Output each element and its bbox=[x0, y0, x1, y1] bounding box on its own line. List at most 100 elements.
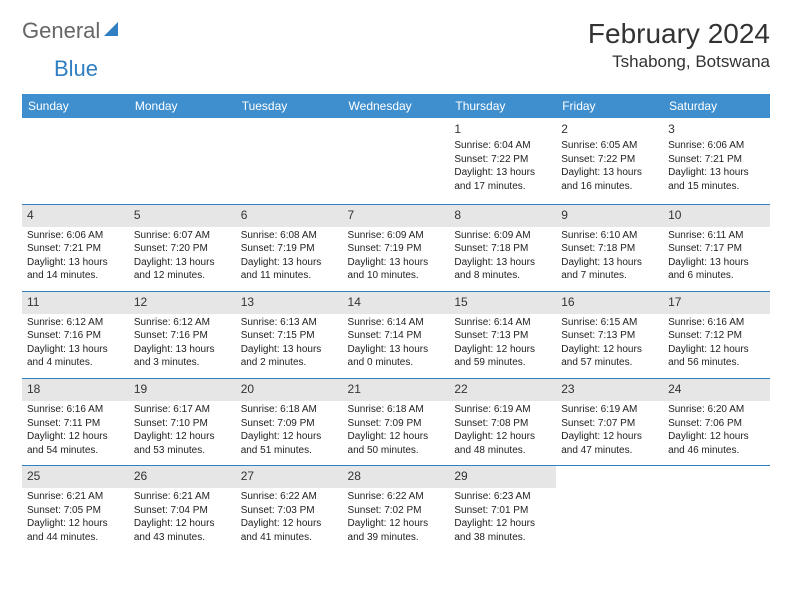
calendar-day-cell: 10 Sunrise: 6:11 AMSunset: 7:17 PMDayligh… bbox=[663, 204, 770, 291]
calendar-week-row: 11 Sunrise: 6:12 AMSunset: 7:16 PMDayligh… bbox=[22, 291, 770, 378]
calendar-day-cell: 2Sunrise: 6:05 AMSunset: 7:22 PMDaylight… bbox=[556, 118, 663, 204]
calendar-day-cell: 26Sunrise: 6:21 AMSunset: 7:04 PMDayligh… bbox=[129, 466, 236, 553]
day-info: Sunrise: 6:07 AMSunset: 7:20 PMDaylight:… bbox=[134, 229, 231, 283]
calendar-day-cell: 6 Sunrise: 6:08 AMSunset: 7:19 PMDaylight… bbox=[236, 204, 343, 291]
day-header: Monday bbox=[129, 94, 236, 118]
day-info: Sunrise: 6:09 AMSunset: 7:18 PMDaylight:… bbox=[454, 229, 551, 283]
day-info: Sunrise: 6:22 AMSunset: 7:02 PMDaylight:… bbox=[348, 490, 445, 544]
day-header: Wednesday bbox=[343, 94, 450, 118]
calendar-day-cell: 28 Sunrise: 6:22 AMSunset: 7:02 PMDayligh… bbox=[343, 466, 450, 553]
location: Tshabong, Botswana bbox=[588, 52, 770, 72]
calendar-week-row: 25 Sunrise: 6:21 AMSunset: 7:05 PMDayligh… bbox=[22, 466, 770, 553]
calendar-day-cell bbox=[663, 466, 770, 553]
day-info: Sunrise: 6:15 AMSunset: 7:13 PMDaylight:… bbox=[561, 316, 658, 370]
day-number: 26 bbox=[134, 468, 231, 484]
day-number: 29 bbox=[454, 468, 551, 484]
calendar-day-cell: 1 Sunrise: 6:04 AMSunset: 7:22 PMDaylight… bbox=[449, 118, 556, 204]
calendar-day-cell: 16 Sunrise: 6:15 AMSunset: 7:13 PMDayligh… bbox=[556, 291, 663, 378]
day-number: 23 bbox=[561, 381, 658, 397]
day-number: 27 bbox=[241, 468, 338, 484]
logo-text-2: Blue bbox=[54, 56, 98, 81]
day-header: Sunday bbox=[22, 94, 129, 118]
day-number: 3 bbox=[668, 121, 765, 137]
day-number: 16 bbox=[561, 294, 658, 310]
day-info: Sunrise: 6:14 AMSunset: 7:13 PMDaylight:… bbox=[454, 316, 551, 370]
day-number: 24 bbox=[668, 381, 765, 397]
day-info: Sunrise: 6:04 AMSunset: 7:22 PMDaylight:… bbox=[454, 139, 551, 193]
day-number: 11 bbox=[27, 294, 124, 310]
calendar-day-cell: 20Sunrise: 6:18 AMSunset: 7:09 PMDayligh… bbox=[236, 378, 343, 465]
calendar-day-cell: 17 Sunrise: 6:16 AMSunset: 7:12 PMDayligh… bbox=[663, 291, 770, 378]
calendar-day-cell: 11Sunrise: 6:12 AMSunset: 7:16 PMDayligh… bbox=[22, 291, 129, 378]
day-info: Sunrise: 6:18 AMSunset: 7:09 PMDaylight:… bbox=[348, 403, 445, 457]
day-info: Sunrise: 6:16 AMSunset: 7:12 PMDaylight:… bbox=[668, 316, 765, 370]
month-title: February 2024 bbox=[588, 18, 770, 50]
day-info: Sunrise: 6:06 AMSunset: 7:21 PMDaylight:… bbox=[27, 229, 124, 283]
day-info: Sunrise: 6:12 AMSunset: 7:16 PMDaylight:… bbox=[134, 316, 231, 370]
calendar-day-cell: 24 Sunrise: 6:20 AMSunset: 7:06 PMDayligh… bbox=[663, 378, 770, 465]
day-info: Sunrise: 6:16 AMSunset: 7:11 PMDaylight:… bbox=[27, 403, 124, 457]
calendar-day-cell: 21Sunrise: 6:18 AMSunset: 7:09 PMDayligh… bbox=[343, 378, 450, 465]
calendar-day-cell: 25 Sunrise: 6:21 AMSunset: 7:05 PMDayligh… bbox=[22, 466, 129, 553]
day-header-row: Sunday Monday Tuesday Wednesday Thursday… bbox=[22, 94, 770, 118]
day-info: Sunrise: 6:14 AMSunset: 7:14 PMDaylight:… bbox=[348, 316, 445, 370]
calendar-day-cell bbox=[129, 118, 236, 204]
day-number: 6 bbox=[241, 207, 338, 223]
calendar-day-cell bbox=[22, 118, 129, 204]
day-number: 1 bbox=[454, 121, 551, 137]
day-number: 28 bbox=[348, 468, 445, 484]
day-info: Sunrise: 6:17 AMSunset: 7:10 PMDaylight:… bbox=[134, 403, 231, 457]
day-number: 9 bbox=[561, 207, 658, 223]
day-info: Sunrise: 6:09 AMSunset: 7:19 PMDaylight:… bbox=[348, 229, 445, 283]
day-info: Sunrise: 6:19 AMSunset: 7:08 PMDaylight:… bbox=[454, 403, 551, 457]
calendar-day-cell: 15 Sunrise: 6:14 AMSunset: 7:13 PMDayligh… bbox=[449, 291, 556, 378]
day-info: Sunrise: 6:08 AMSunset: 7:19 PMDaylight:… bbox=[241, 229, 338, 283]
day-header: Tuesday bbox=[236, 94, 343, 118]
logo-triangle-icon bbox=[104, 22, 118, 36]
calendar-day-cell: 12 Sunrise: 6:12 AMSunset: 7:16 PMDayligh… bbox=[129, 291, 236, 378]
day-header: Friday bbox=[556, 94, 663, 118]
calendar-day-cell: 19 Sunrise: 6:17 AMSunset: 7:10 PMDayligh… bbox=[129, 378, 236, 465]
calendar-day-cell bbox=[556, 466, 663, 553]
calendar-week-row: 1 Sunrise: 6:04 AMSunset: 7:22 PMDaylight… bbox=[22, 118, 770, 204]
title-block: February 2024 Tshabong, Botswana bbox=[588, 18, 770, 72]
calendar-day-cell: 23 Sunrise: 6:19 AMSunset: 7:07 PMDayligh… bbox=[556, 378, 663, 465]
calendar-day-cell bbox=[236, 118, 343, 204]
calendar-day-cell: 8 Sunrise: 6:09 AMSunset: 7:18 PMDaylight… bbox=[449, 204, 556, 291]
day-number: 4 bbox=[27, 207, 124, 223]
day-number: 19 bbox=[134, 381, 231, 397]
day-info: Sunrise: 6:20 AMSunset: 7:06 PMDaylight:… bbox=[668, 403, 765, 457]
calendar-week-row: 18Sunrise: 6:16 AMSunset: 7:11 PMDayligh… bbox=[22, 378, 770, 465]
day-header: Thursday bbox=[449, 94, 556, 118]
day-number: 7 bbox=[348, 207, 445, 223]
calendar-day-cell: 4 Sunrise: 6:06 AMSunset: 7:21 PMDaylight… bbox=[22, 204, 129, 291]
day-info: Sunrise: 6:21 AMSunset: 7:05 PMDaylight:… bbox=[27, 490, 124, 544]
day-number: 17 bbox=[668, 294, 765, 310]
calendar-day-cell: 18Sunrise: 6:16 AMSunset: 7:11 PMDayligh… bbox=[22, 378, 129, 465]
day-info: Sunrise: 6:23 AMSunset: 7:01 PMDaylight:… bbox=[454, 490, 551, 544]
calendar-day-cell: 14 Sunrise: 6:14 AMSunset: 7:14 PMDayligh… bbox=[343, 291, 450, 378]
calendar-day-cell: 9Sunrise: 6:10 AMSunset: 7:18 PMDaylight… bbox=[556, 204, 663, 291]
day-info: Sunrise: 6:11 AMSunset: 7:17 PMDaylight:… bbox=[668, 229, 765, 283]
day-info: Sunrise: 6:05 AMSunset: 7:22 PMDaylight:… bbox=[561, 139, 658, 193]
day-number: 12 bbox=[134, 294, 231, 310]
day-number: 8 bbox=[454, 207, 551, 223]
day-info: Sunrise: 6:19 AMSunset: 7:07 PMDaylight:… bbox=[561, 403, 658, 457]
day-number: 13 bbox=[241, 294, 338, 310]
day-info: Sunrise: 6:13 AMSunset: 7:15 PMDaylight:… bbox=[241, 316, 338, 370]
day-number: 10 bbox=[668, 207, 765, 223]
day-number: 22 bbox=[454, 381, 551, 397]
calendar-day-cell: 22 Sunrise: 6:19 AMSunset: 7:08 PMDayligh… bbox=[449, 378, 556, 465]
calendar-day-cell: 5Sunrise: 6:07 AMSunset: 7:20 PMDaylight… bbox=[129, 204, 236, 291]
calendar-day-cell: 29 Sunrise: 6:23 AMSunset: 7:01 PMDayligh… bbox=[449, 466, 556, 553]
calendar-day-cell: 13 Sunrise: 6:13 AMSunset: 7:15 PMDayligh… bbox=[236, 291, 343, 378]
calendar-day-cell bbox=[343, 118, 450, 204]
calendar-table: Sunday Monday Tuesday Wednesday Thursday… bbox=[22, 94, 770, 552]
logo-text-1: General bbox=[22, 18, 100, 44]
day-info: Sunrise: 6:06 AMSunset: 7:21 PMDaylight:… bbox=[668, 139, 765, 193]
day-number: 14 bbox=[348, 294, 445, 310]
day-header: Saturday bbox=[663, 94, 770, 118]
day-info: Sunrise: 6:18 AMSunset: 7:09 PMDaylight:… bbox=[241, 403, 338, 457]
day-number: 25 bbox=[27, 468, 124, 484]
day-number: 15 bbox=[454, 294, 551, 310]
